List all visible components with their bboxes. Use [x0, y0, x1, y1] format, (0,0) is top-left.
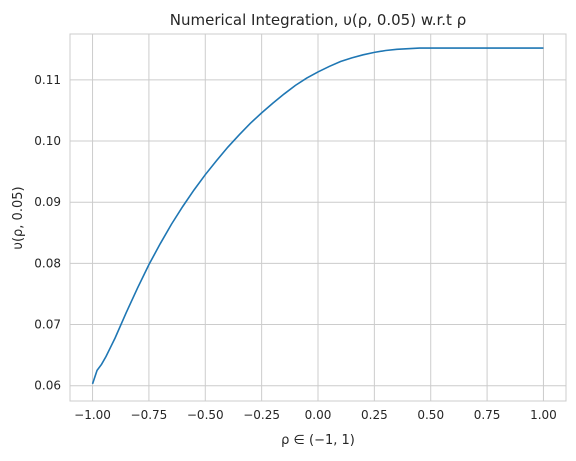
x-tick-label: −0.50: [187, 408, 224, 422]
y-tick-labels: 0.06 0.07 0.08 0.09 0.10 0.11: [34, 73, 61, 393]
y-tick-label: 0.10: [34, 134, 61, 148]
series-line: [91, 47, 544, 385]
x-tick-label: 0.75: [474, 408, 501, 422]
x-tick-label: 0.00: [305, 408, 332, 422]
x-tick-label: −0.75: [131, 408, 168, 422]
y-axis-label: υ(ρ, 0.05): [11, 186, 26, 249]
chart-title: Numerical Integration, υ(ρ, 0.05) w.r.t …: [170, 11, 466, 29]
x-gridlines: [92, 34, 544, 401]
x-tick-label: 0.50: [417, 408, 444, 422]
y-tick-label: 0.06: [34, 379, 61, 393]
x-axis-label: ρ ∈ (−1, 1): [281, 433, 355, 448]
x-tick-labels: −1.00 −0.75 −0.50 −0.25 0.00 0.25 0.50 0.75 1.00: [74, 408, 557, 422]
x-tick-label: 0.25: [361, 408, 388, 422]
x-tick-label: 1.00: [530, 408, 557, 422]
y-gridlines: [70, 79, 566, 387]
y-tick-label: 0.08: [34, 256, 61, 270]
y-tick-label: 0.11: [34, 73, 61, 87]
y-tick-label: 0.07: [34, 318, 61, 332]
y-tick-label: 0.09: [34, 195, 61, 209]
x-tick-label: −0.25: [243, 408, 280, 422]
x-tick-label: −1.00: [74, 408, 111, 422]
